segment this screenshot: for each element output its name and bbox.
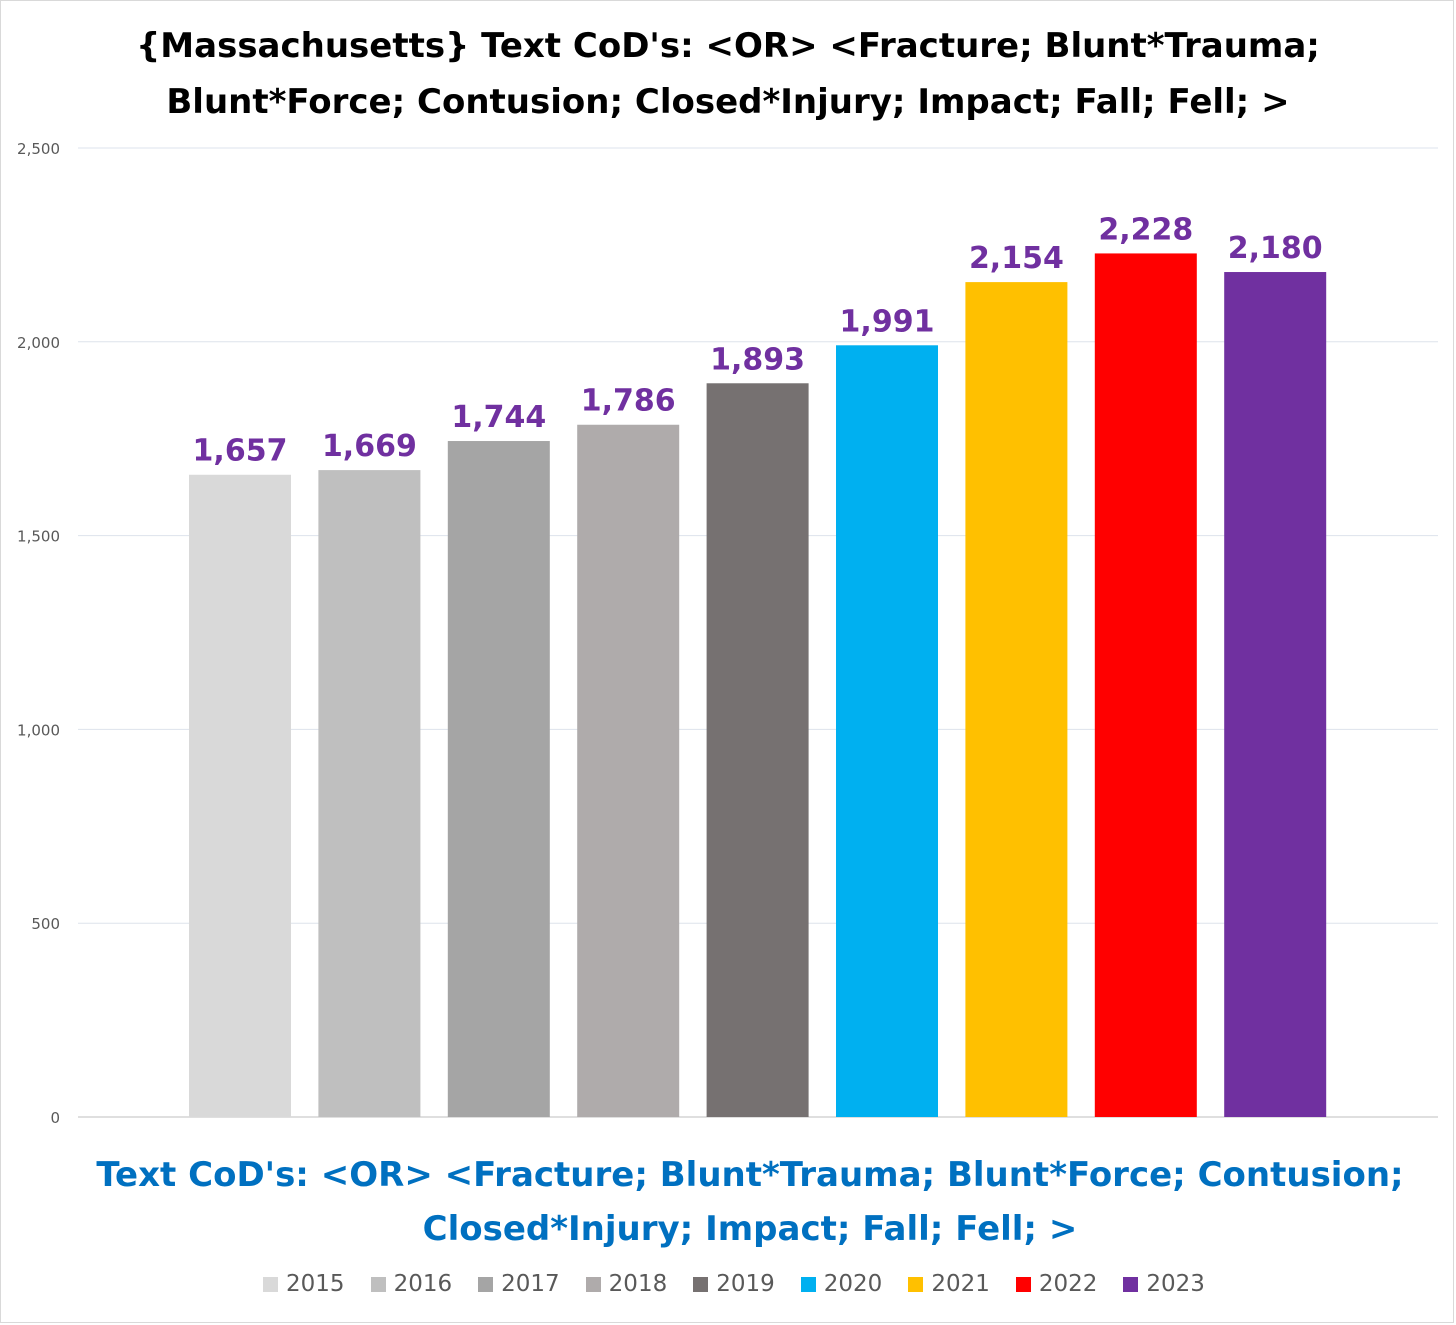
legend-swatch	[263, 1276, 279, 1292]
bar-2023	[1224, 272, 1327, 1118]
legend-item-2020: 2020	[800, 1271, 883, 1297]
legend-item-2017: 2017	[478, 1271, 560, 1297]
data-label-2021: 2,154	[969, 241, 1064, 276]
data-label-2017: 1,744	[451, 400, 546, 435]
data-label-2016: 1,669	[322, 429, 417, 464]
data-label-2019: 1,893	[710, 342, 805, 377]
y-axis-tick-labels: 0 500 1,000 1,500 2,000 2,500	[17, 140, 60, 1127]
legend-label: 2022	[1038, 1271, 1098, 1297]
y-tick-label: 1,500	[17, 528, 60, 546]
x-axis-title-line-2: Closed*Injury; Impact; Fall; Fell; >	[422, 1209, 1078, 1249]
y-tick-label: 0	[50, 1109, 60, 1127]
chart-title-line-2: Blunt*Force; Contusion; Closed*Injury; I…	[166, 82, 1290, 122]
legend-swatch	[370, 1276, 386, 1292]
bars	[189, 253, 1327, 1118]
legend-swatch	[800, 1276, 816, 1292]
bar-2016	[318, 470, 421, 1118]
legend-label: 2015	[286, 1271, 345, 1297]
y-tick-label: 1,000	[17, 721, 60, 739]
legend-label: 2021	[931, 1271, 990, 1297]
legend-swatch	[478, 1276, 494, 1292]
legend-label: 2018	[608, 1271, 668, 1297]
data-label-2015: 1,657	[193, 434, 288, 469]
legend-label: 2016	[393, 1271, 453, 1297]
data-labels: 1,657 1,669 1,744 1,786 1,893 1,991 2,154 2,228…	[193, 212, 1323, 468]
legend-swatch	[1123, 1276, 1139, 1292]
bar-2020	[836, 345, 938, 1117]
y-tick-label: 2,000	[17, 334, 60, 352]
x-axis-title-line-1: Text CoD's: <OR> <Fracture; Blunt*Trauma…	[96, 1155, 1404, 1195]
legend-item-2018: 2018	[585, 1271, 668, 1297]
x-axis-title: Text CoD's: <OR> <Fracture; Blunt*Trauma…	[0, 1148, 1456, 1256]
chart-title-line-1: {Massachusetts} Text CoD's: <OR> <Fractu…	[136, 26, 1320, 66]
data-label-2023: 2,180	[1228, 231, 1323, 266]
legend-swatch	[1015, 1276, 1031, 1292]
bar-2021	[965, 282, 1068, 1117]
legend-item-2016: 2016	[370, 1271, 453, 1297]
data-label-2022: 2,228	[1098, 212, 1193, 247]
data-label-2020: 1,991	[840, 304, 935, 339]
bar-2015	[189, 474, 291, 1117]
y-tick-label: 500	[31, 915, 60, 933]
bar-2019	[706, 383, 809, 1117]
bar-2017	[447, 441, 550, 1117]
legend-swatch	[693, 1276, 709, 1292]
legend-swatch	[585, 1276, 601, 1292]
legend-item-2015: 2015	[263, 1271, 345, 1297]
bar-chart-plot: 0 500 1,000 1,500 2,000 2,500 1,657 1,669 1,744…	[17, 140, 1438, 1127]
legend-label: 2019	[716, 1271, 775, 1297]
legend-item-2023: 2023	[1123, 1271, 1205, 1297]
data-label-2018: 1,786	[581, 384, 676, 419]
bar-2022	[1094, 253, 1197, 1118]
bar-2018	[577, 424, 680, 1117]
legend-item-2019: 2019	[693, 1271, 775, 1297]
chart-legend: 2015 2016 2017 2018 2019 2020 2021 2022 2023	[0, 1271, 1456, 1297]
legend-label: 2017	[501, 1271, 560, 1297]
chart-title: {Massachusetts} Text CoD's: <OR> <Fractu…	[0, 18, 1456, 130]
legend-swatch	[908, 1276, 924, 1292]
legend-label: 2020	[823, 1271, 883, 1297]
legend-item-2021: 2021	[908, 1271, 990, 1297]
y-tick-label: 2,500	[17, 140, 60, 158]
legend-label: 2023	[1146, 1271, 1205, 1297]
legend-item-2022: 2022	[1015, 1271, 1098, 1297]
